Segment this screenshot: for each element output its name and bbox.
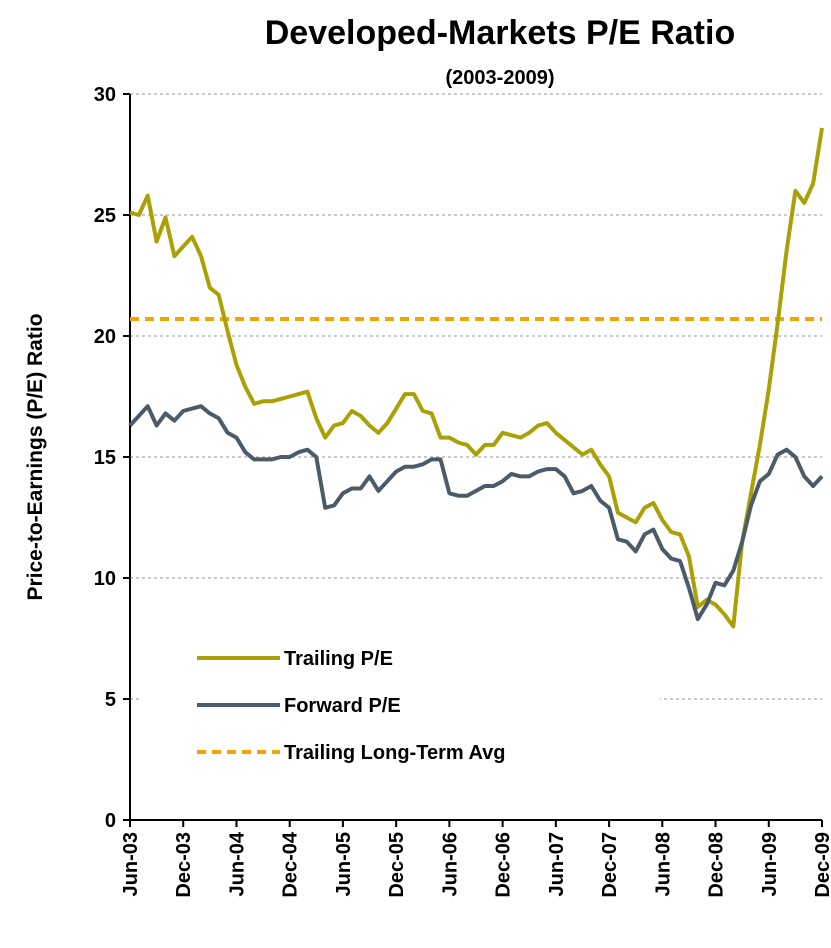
x-tick-label: Jun-05: [333, 832, 355, 896]
y-tick-label: 10: [94, 568, 116, 590]
y-tick-label: 25: [94, 205, 116, 227]
x-tick-label: Jun-06: [439, 832, 461, 896]
y-tick-label: 15: [94, 447, 116, 469]
series-line: [129, 127, 824, 629]
x-tick-label: Jun-09: [759, 832, 781, 896]
chart-title: Developed-Markets P/E Ratio: [265, 14, 735, 52]
x-tick-label: Dec-04: [280, 831, 302, 897]
y-tick-label: 0: [105, 810, 116, 832]
x-tick-label: Dec-06: [493, 832, 515, 898]
x-tick-label: Dec-03: [173, 832, 195, 898]
y-axis-title: Price-to-Earnings (P/E) Ratio: [24, 313, 47, 600]
series-line: [128, 404, 824, 622]
x-tick-label: Dec-05: [386, 832, 408, 898]
x-tick-label: Dec-09: [812, 832, 831, 898]
y-tick-label: 30: [94, 84, 116, 106]
x-tick-label: Jun-07: [546, 832, 568, 896]
y-tick-label: 5: [105, 689, 116, 711]
chart-subtitle: (2003-2009): [446, 67, 555, 89]
x-tick-label: Dec-07: [599, 832, 621, 898]
legend-label: Forward P/E: [284, 695, 401, 717]
legend-label: Trailing Long-Term Avg: [284, 742, 505, 764]
y-tick-label: 20: [94, 326, 116, 348]
x-tick-label: Jun-08: [652, 832, 674, 896]
x-tick-label: Jun-03: [120, 832, 142, 896]
legend-label: Trailing P/E: [284, 648, 393, 670]
x-tick-label: Dec-08: [706, 832, 728, 898]
x-tick-label: Jun-04: [226, 831, 248, 896]
legend-box: [140, 630, 660, 770]
